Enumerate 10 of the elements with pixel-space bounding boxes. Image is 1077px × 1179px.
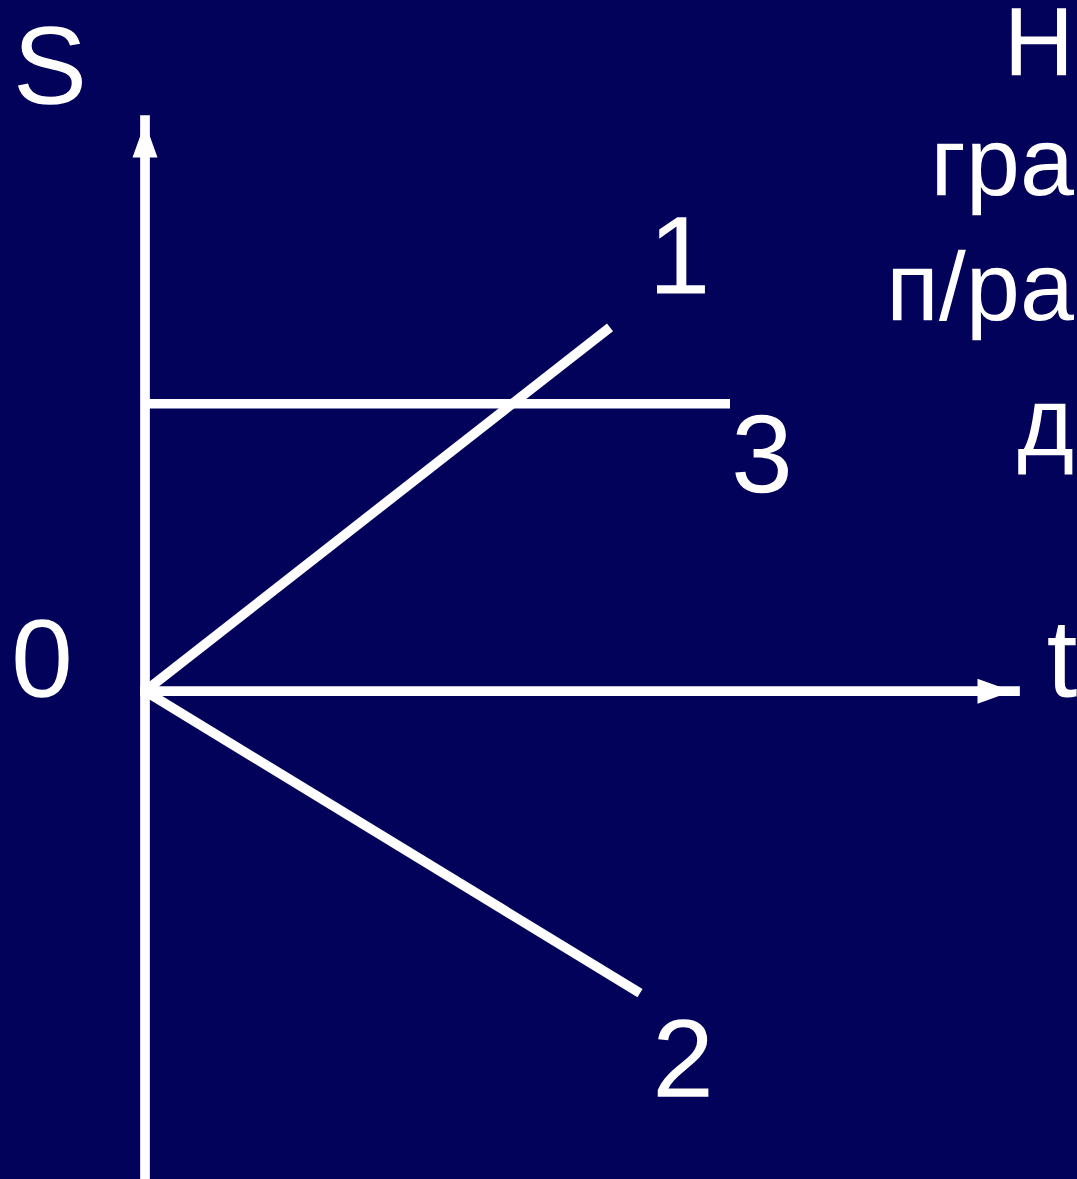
series-label: 2 xyxy=(657,1019,709,1097)
text: д xyxy=(1018,403,1073,475)
y-axis-title: S xyxy=(17,26,82,105)
series-label: 3 xyxy=(735,414,788,494)
series-label: 1 xyxy=(657,217,705,294)
x-axis-title: t xyxy=(1048,624,1077,698)
text: 0 xyxy=(15,619,69,698)
text: гра xyxy=(937,142,1075,216)
annotation: п/ра xyxy=(892,249,1074,341)
text: Н xyxy=(1011,8,1067,76)
